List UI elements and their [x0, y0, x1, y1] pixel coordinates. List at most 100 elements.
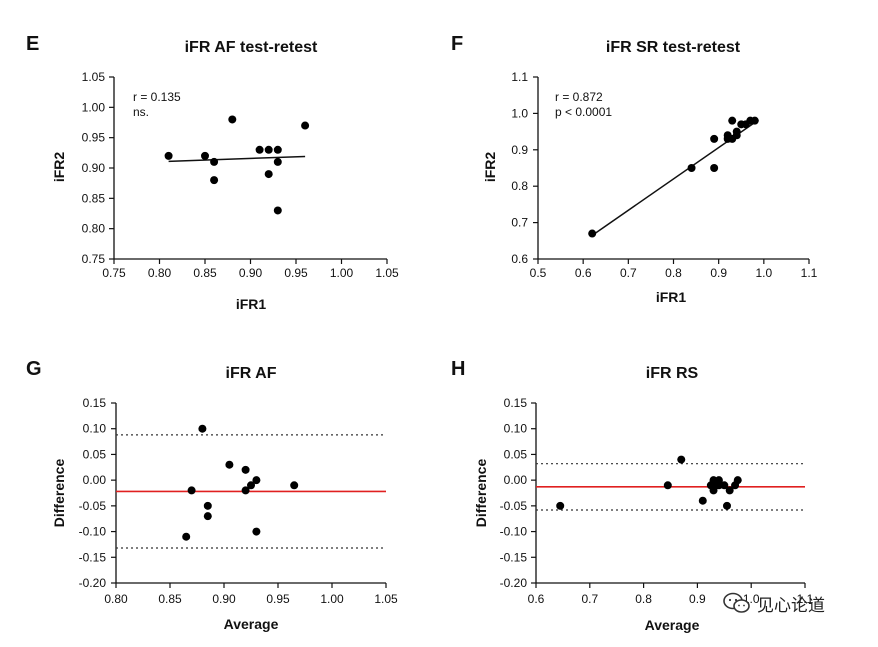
y-tick-label: 1.1: [511, 70, 528, 84]
x-tick-label: 0.80: [104, 592, 128, 606]
x-tick-label: 0.90: [239, 266, 263, 280]
x-tick-label: 1.00: [330, 266, 354, 280]
y-tick-label: 0.15: [504, 396, 528, 410]
x-tick-label: 0.80: [148, 266, 172, 280]
data-point: [264, 145, 273, 154]
y-tick-label: -0.10: [79, 525, 107, 539]
y-axis-label: Difference: [473, 459, 489, 528]
panel-e: E iFR AF test-retest iFR2 iFR1 r = 0.135…: [0, 0, 439, 321]
x-tick-label: 0.8: [665, 266, 682, 280]
watermark-text: 见心论道: [757, 595, 825, 615]
x-tick-label: 0.9: [710, 266, 727, 280]
y-axis-label: iFR2: [482, 152, 498, 183]
x-tick-label: 1.00: [320, 592, 344, 606]
data-point: [164, 151, 173, 160]
x-tick-label: 0.6: [575, 266, 592, 280]
x-tick-label: 0.9: [689, 592, 706, 606]
y-tick-label: 0.15: [83, 396, 107, 410]
data-point: [722, 501, 731, 510]
x-tick-label: 0.95: [266, 592, 290, 606]
chart-title: iFR SR test-retest: [606, 39, 741, 56]
data-point: [241, 486, 250, 495]
data-point: [273, 157, 282, 166]
x-tick-label: 0.6: [528, 592, 545, 606]
y-tick-label: -0.15: [500, 550, 528, 564]
y-tick-label: 1.0: [511, 106, 528, 120]
watermark: 见心论道: [722, 589, 825, 617]
chart-h: H iFR RS Difference Average 0.6 0.7 0.8 0.9…: [451, 358, 814, 633]
data-point: [710, 134, 719, 143]
y-tick-label: 0.90: [82, 161, 106, 175]
y-tick-label: 0.85: [82, 191, 106, 205]
data-point: [698, 496, 707, 505]
y-tick-label: 0.00: [83, 473, 107, 487]
data-point: [677, 455, 686, 464]
x-tick-label: 1.05: [375, 266, 399, 280]
panel-g: G iFR AF Difference Average 0.80 0.85 0.90…: [0, 321, 439, 642]
chart-g: G iFR AF Difference Average 0.80 0.85 0.90…: [26, 358, 398, 632]
data-point: [187, 486, 196, 495]
chart-f: F iFR SR test-retest iFR2 iFR1 r = 0.872…: [451, 33, 818, 305]
y-tick-label: 1.00: [82, 100, 106, 114]
x-tick-label: 1.1: [801, 266, 818, 280]
panel-h: H iFR RS Difference Average 0.6 0.7 0.8 0.9…: [439, 321, 878, 642]
data-point: [556, 501, 565, 510]
data-point: [720, 481, 729, 490]
y-axis-label: Difference: [51, 459, 67, 528]
data-point: [273, 206, 282, 215]
y-axis-label: iFR2: [51, 152, 67, 183]
data-point: [728, 116, 737, 125]
regression-line: [168, 155, 306, 163]
annotation-r: r = 0.135: [133, 90, 181, 104]
x-tick-label: 0.7: [620, 266, 637, 280]
panel-f: F iFR SR test-retest iFR2 iFR1 r = 0.872…: [439, 0, 878, 321]
y-tick-label: 0.00: [504, 473, 528, 487]
y-tick-label: 0.95: [82, 131, 106, 145]
data-point: [241, 465, 250, 474]
data-point: [588, 229, 597, 238]
x-tick-label: 1.1: [797, 592, 814, 606]
y-tick-label: 0.80: [82, 222, 106, 236]
annotation-r: r = 0.872: [555, 90, 603, 104]
chart-title: iFR RS: [646, 365, 699, 382]
x-tick-label: 0.90: [212, 592, 236, 606]
chart-title: iFR AF test-retest: [185, 39, 318, 56]
x-axis-label: iFR1: [656, 289, 687, 305]
x-tick-label: 0.5: [530, 266, 547, 280]
y-tick-label: 0.10: [504, 422, 528, 436]
data-point: [255, 145, 264, 154]
x-tick-label: 0.7: [581, 592, 598, 606]
annotation-significance: ns.: [133, 105, 149, 119]
panel-label: E: [26, 33, 39, 55]
data-point: [225, 460, 234, 469]
x-tick-label: 0.75: [102, 266, 126, 280]
data-point: [203, 512, 212, 521]
data-point: [750, 116, 759, 125]
y-tick-label: -0.05: [79, 499, 107, 513]
data-point: [198, 424, 207, 433]
data-point: [733, 476, 742, 485]
data-point: [201, 151, 209, 160]
data-point: [252, 527, 261, 536]
data-point: [663, 481, 672, 490]
y-tick-label: 0.6: [511, 252, 528, 266]
panel-label: H: [451, 358, 465, 380]
panel-label: G: [26, 358, 42, 380]
x-tick-label: 0.85: [158, 592, 182, 606]
y-tick-label: 0.05: [504, 447, 528, 461]
y-tick-label: 0.7: [511, 216, 528, 230]
y-tick-label: 0.9: [511, 143, 528, 157]
x-axis-label: Average: [224, 616, 279, 632]
y-tick-label: 0.75: [82, 252, 106, 266]
x-axis-label: Average: [645, 617, 700, 633]
data-point: [247, 481, 255, 490]
x-tick-label: 1.0: [755, 266, 772, 280]
data-point: [264, 170, 273, 179]
x-tick-label: 0.85: [193, 266, 217, 280]
data-point: [732, 127, 741, 136]
y-tick-label: 0.05: [83, 447, 107, 461]
y-tick-label: 0.8: [511, 179, 528, 193]
y-tick-label: -0.15: [79, 550, 107, 564]
x-tick-label: 0.8: [635, 592, 652, 606]
y-tick-label: -0.10: [500, 525, 528, 539]
